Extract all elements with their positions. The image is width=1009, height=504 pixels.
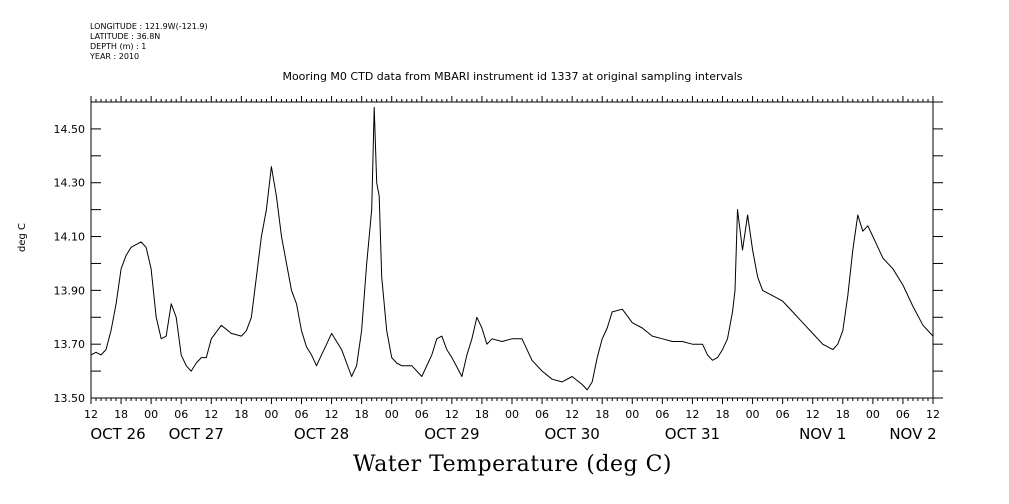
temperature-line [90, 106, 934, 391]
x-tick-label: 06 [896, 408, 910, 421]
y-tick-label: 13.50 [54, 392, 86, 405]
x-day-label: NOV 1 [799, 425, 846, 443]
x-tick-label: 00 [625, 408, 639, 421]
x-tick-label: 12 [806, 408, 820, 421]
x-tick-label: 12 [926, 408, 940, 421]
y-tick-label: 14.30 [54, 177, 86, 190]
y-tick-label: 13.90 [54, 284, 86, 297]
x-day-label: OCT 26 [90, 425, 145, 443]
x-tick-label: 18 [595, 408, 609, 421]
x-tick-label: 18 [234, 408, 248, 421]
x-tick-label: 18 [716, 408, 730, 421]
y-tick-label: 14.50 [54, 123, 86, 136]
year-text: YEAR : 2010 [90, 52, 140, 61]
x-axis-title: Water Temperature (deg C) [353, 452, 672, 477]
longitude-text: LONGITUDE : 121.9W(-121.9) [90, 22, 208, 31]
x-day-label: OCT 31 [665, 425, 720, 443]
x-tick-label: 12 [325, 408, 339, 421]
chart-title: Mooring M0 CTD data from MBARI instrumen… [282, 70, 743, 83]
x-tick-label: 06 [174, 408, 188, 421]
metadata-block: LONGITUDE : 121.9W(-121.9) LATITUDE : 36… [90, 22, 208, 62]
x-tick-label: 18 [114, 408, 128, 421]
x-tick-label: 18 [355, 408, 369, 421]
x-tick-label: 12 [685, 408, 699, 421]
x-tick-label: 06 [415, 408, 429, 421]
x-tick-label: 18 [836, 408, 850, 421]
plot-frame [90, 101, 934, 399]
x-tick-label: 00 [505, 408, 519, 421]
x-tick-label: 00 [264, 408, 278, 421]
x-tick-label: 06 [776, 408, 790, 421]
x-day-label: OCT 28 [294, 425, 349, 443]
x-tick-label: 00 [866, 408, 880, 421]
x-day-label: OCT 29 [424, 425, 479, 443]
x-tick-label: 00 [385, 408, 399, 421]
latitude-text: LATITUDE : 36.8N [90, 32, 161, 41]
x-tick-label: 12 [445, 408, 459, 421]
y-tick-label: 14.10 [54, 231, 86, 244]
x-tick-label: 06 [535, 408, 549, 421]
depth-text: DEPTH (m) : 1 [90, 42, 147, 51]
x-tick-label: 00 [144, 408, 158, 421]
x-day-label: OCT 27 [169, 425, 224, 443]
y-tick-label: 13.70 [54, 338, 86, 351]
x-tick-label: 06 [655, 408, 669, 421]
x-day-label: OCT 30 [544, 425, 599, 443]
x-tick-label: 12 [204, 408, 218, 421]
x-tick-label: 12 [565, 408, 579, 421]
x-tick-label: 00 [746, 408, 760, 421]
x-tick-label: 18 [475, 408, 489, 421]
x-day-label: NOV 2 [889, 425, 936, 443]
x-tick-label: 06 [295, 408, 309, 421]
x-tick-label: 12 [84, 408, 98, 421]
